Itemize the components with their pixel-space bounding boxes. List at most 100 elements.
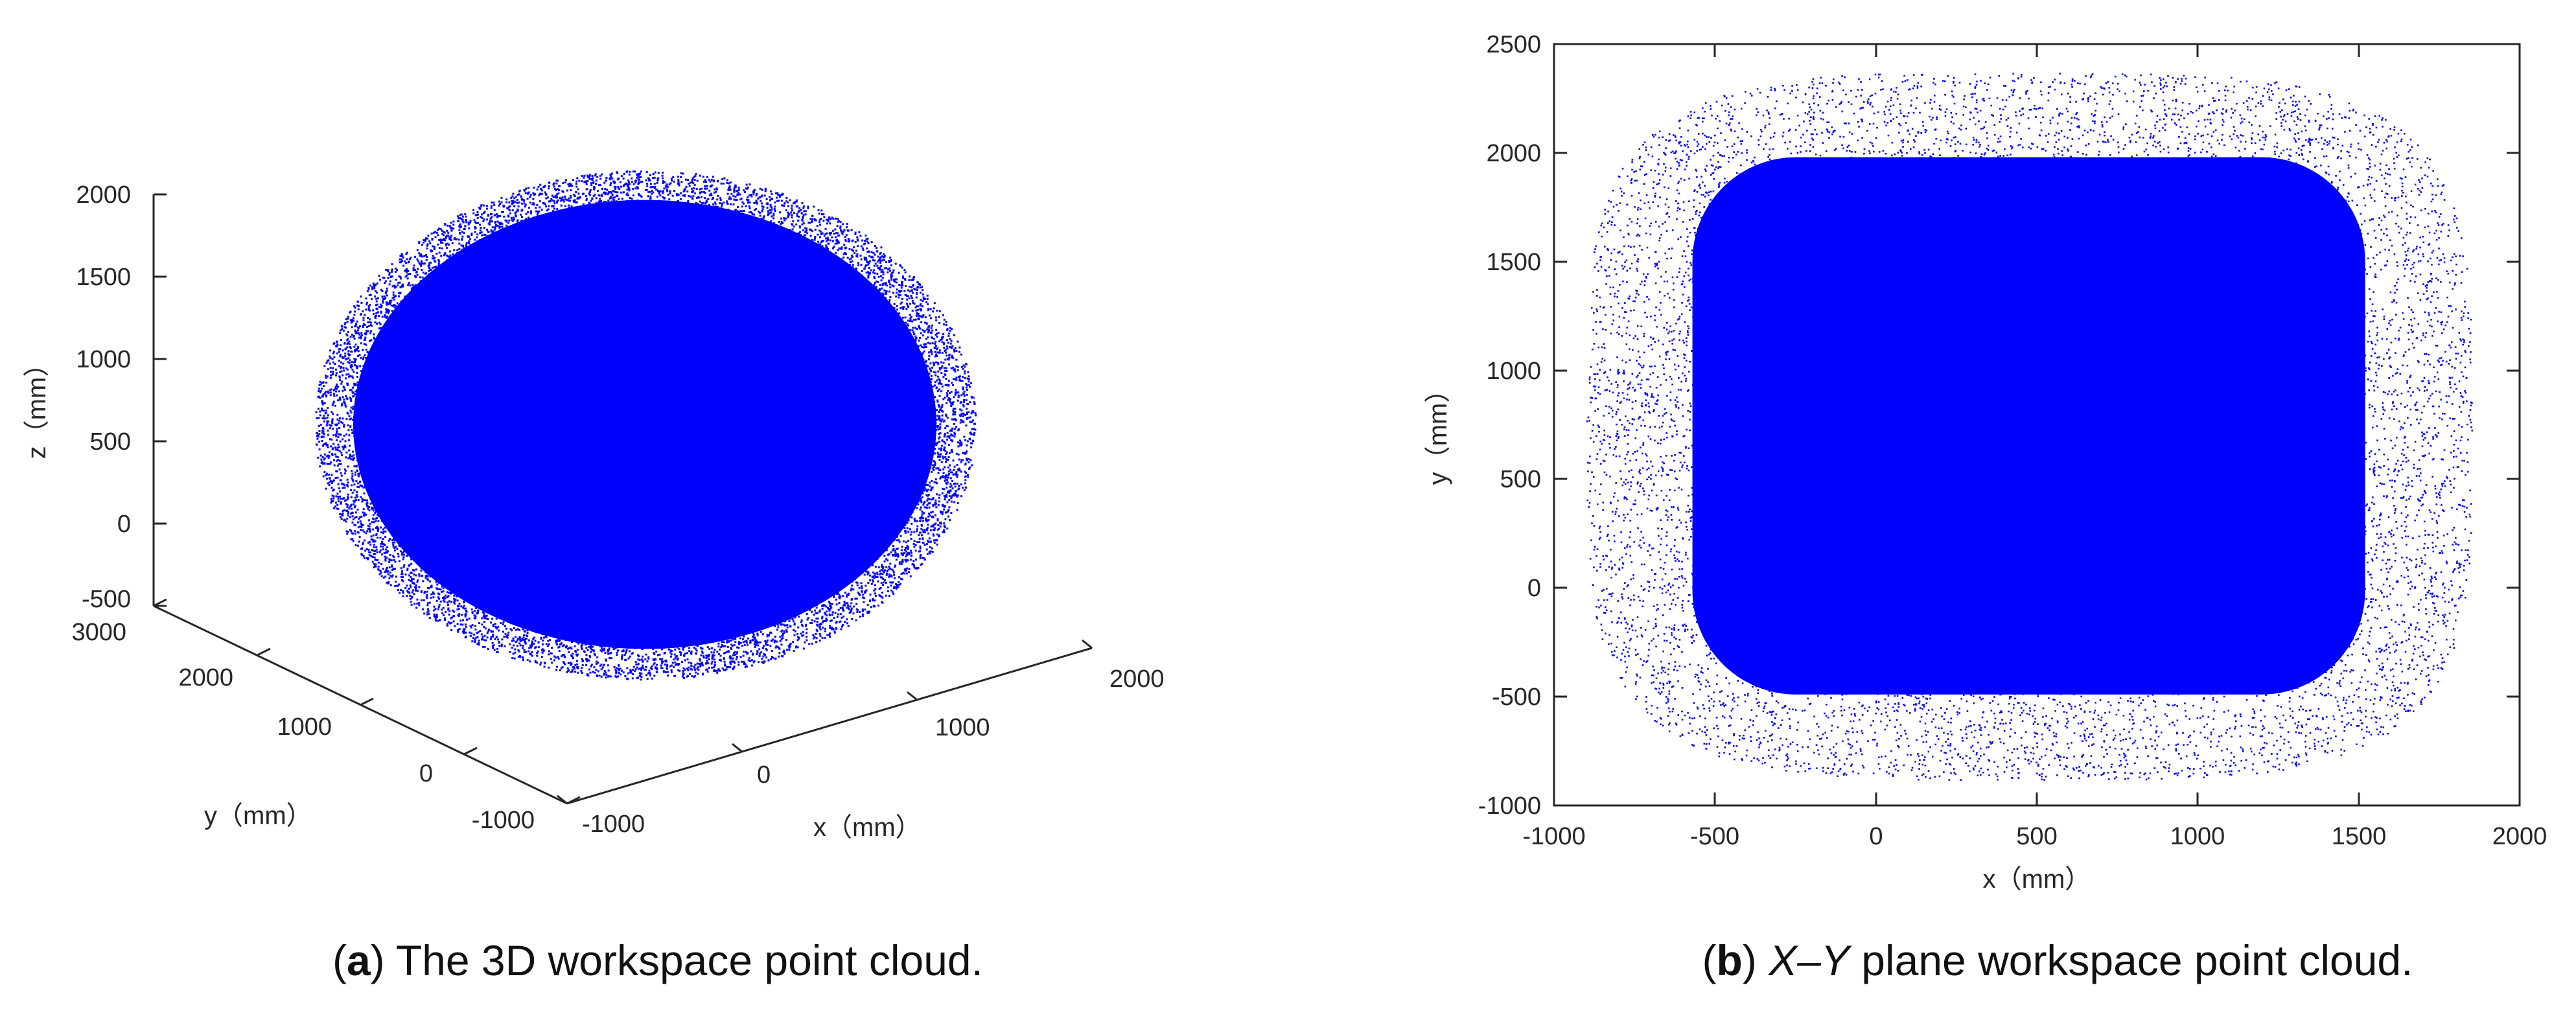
scatter-point: [427, 235, 430, 237]
scatter-point: [422, 608, 424, 610]
scatter-point: [962, 487, 964, 489]
scatter-point: [909, 455, 912, 457]
scatter-point: [364, 314, 366, 316]
scatter-point: [374, 476, 377, 479]
scatter-point: [365, 343, 367, 346]
scatter-point: [914, 422, 916, 425]
scatter-point: [860, 264, 863, 266]
scatter-point: [489, 221, 491, 224]
scatter-point: [733, 230, 736, 233]
scatter-point: [516, 208, 519, 211]
scatter-point: [806, 639, 808, 642]
scatter-point: [550, 229, 553, 232]
y-tick-label: 3000: [71, 619, 126, 646]
scatter-point: [384, 524, 387, 526]
scatter-point: [368, 391, 371, 394]
scatter-point: [378, 360, 380, 362]
scatter-point: [458, 238, 460, 241]
scatter-point: [363, 531, 366, 533]
scatter-point: [340, 382, 343, 385]
scatter-point: [408, 592, 411, 594]
scatter-point: [706, 211, 708, 213]
scatter-point: [837, 613, 839, 616]
scatter-point: [947, 444, 950, 446]
scatter-point: [798, 616, 800, 618]
scatter-point: [360, 334, 363, 336]
scatter-point: [907, 381, 910, 384]
scatter-point: [951, 403, 954, 406]
scatter-point: [931, 464, 934, 467]
scatter-point: [461, 607, 464, 609]
scatter-point: [706, 214, 709, 216]
scatter-point: [577, 630, 579, 632]
scatter-point: [556, 219, 559, 222]
scatter-point: [364, 404, 366, 407]
scatter-point: [747, 225, 750, 227]
scatter-point: [896, 338, 899, 340]
scatter-point: [723, 214, 725, 216]
scatter-point: [909, 504, 912, 506]
scatter-point: [373, 336, 375, 339]
scatter-point: [906, 513, 909, 515]
scatter-point: [625, 652, 627, 654]
scatter-point: [377, 520, 380, 522]
scatter-point: [947, 466, 949, 469]
scatter-point: [416, 301, 418, 303]
scatter-point: [484, 594, 487, 597]
scatter-point: [682, 172, 684, 175]
scatter-point: [913, 303, 916, 305]
scatter-point: [801, 202, 804, 205]
scatter-point: [378, 463, 380, 466]
scatter-point: [758, 211, 760, 213]
scatter-point: [332, 371, 334, 373]
scatter-point: [873, 284, 876, 286]
scatter-point: [855, 603, 858, 605]
scatter-point: [541, 648, 544, 651]
scatter-point: [899, 561, 901, 564]
scatter-point: [839, 597, 841, 599]
scatter-point: [647, 638, 650, 641]
scatter-point: [330, 461, 332, 464]
scatter-point: [406, 303, 408, 305]
scatter-point: [504, 645, 506, 647]
scatter-point: [559, 221, 561, 224]
scatter-point: [501, 226, 504, 228]
scatter-point: [612, 196, 614, 199]
scatter-point: [339, 348, 342, 351]
scatter-point: [913, 531, 916, 533]
scatter-point: [970, 395, 973, 398]
scatter-point: [909, 285, 911, 288]
scatter-point: [918, 537, 921, 540]
scatter-point: [334, 476, 337, 479]
scatter-point: [898, 518, 901, 520]
scatter-point: [537, 616, 539, 618]
scatter-point: [489, 246, 491, 249]
scatter-point: [639, 641, 641, 643]
scatter-point: [638, 203, 641, 205]
scatter-point: [934, 316, 937, 319]
scatter-point: [349, 359, 351, 362]
scatter-point: [393, 330, 395, 333]
scatter-point: [596, 218, 599, 220]
scatter-point: [743, 189, 745, 192]
scatter-point: [737, 206, 739, 209]
scatter-point: [511, 242, 514, 245]
scatter-point: [459, 214, 461, 216]
scatter-point: [905, 335, 907, 338]
scatter-point: [380, 306, 382, 308]
scatter-point: [962, 392, 964, 395]
scatter-point: [512, 200, 515, 202]
scatter-point: [405, 515, 408, 518]
scatter-point: [447, 224, 449, 227]
scatter-point: [397, 555, 400, 558]
scatter-point: [434, 280, 436, 283]
scatter-point: [577, 188, 579, 191]
scatter-point: [480, 249, 482, 251]
scatter-point: [919, 470, 922, 472]
scatter-point: [381, 371, 384, 374]
scatter-point: [640, 675, 643, 678]
scatter-point: [352, 406, 354, 408]
scatter-point: [325, 487, 327, 490]
scatter-point: [607, 664, 609, 667]
scatter-point: [553, 202, 556, 205]
